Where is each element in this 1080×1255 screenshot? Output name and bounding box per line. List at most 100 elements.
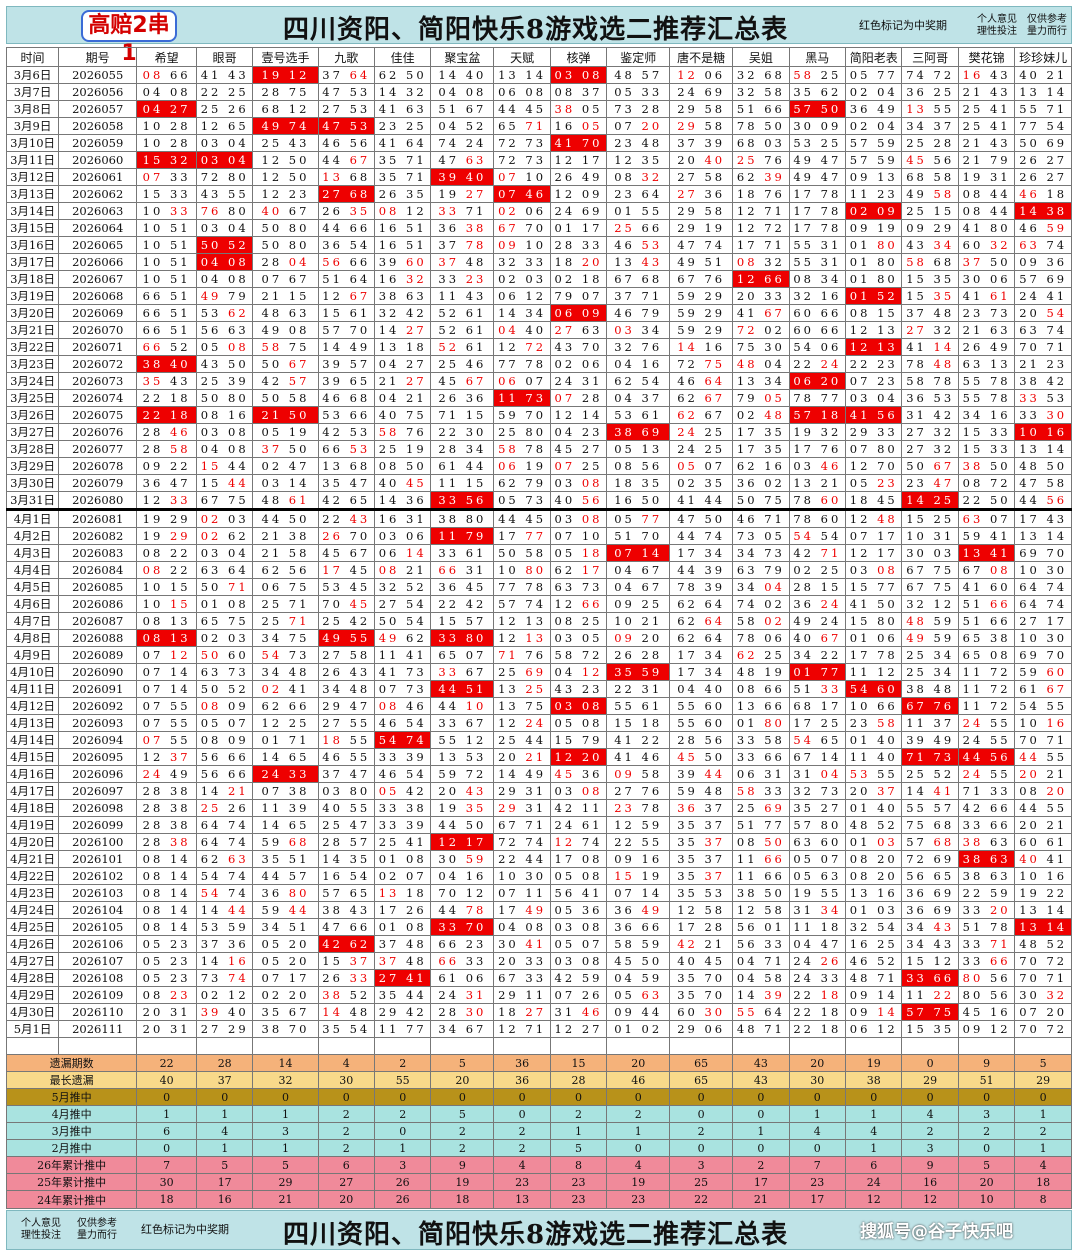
pick-cell: 02 20 xyxy=(252,986,319,1005)
pick-number: 51 xyxy=(614,529,635,544)
pick-number: 13 xyxy=(322,170,343,185)
pick-number: 20 xyxy=(498,750,519,765)
pick-cell: 21 58 xyxy=(252,544,319,563)
pick-cell: 49 47 xyxy=(788,151,847,170)
period-cell: 2026109 xyxy=(58,986,138,1005)
pick-cell: 03 08 xyxy=(549,474,608,493)
pick-cell: 71 15 xyxy=(430,406,495,425)
pick-number: 12 xyxy=(849,459,871,474)
pick-number: 45 xyxy=(877,493,898,508)
pick-number: 08 xyxy=(581,784,603,799)
stats-value: 23 xyxy=(788,1173,847,1192)
pick-number: 29 xyxy=(322,699,343,714)
pick-number: 08 xyxy=(142,869,164,884)
pick-cell: 35 71 xyxy=(373,168,432,187)
pick-number: 33 xyxy=(989,425,1011,440)
pick-number: 42 xyxy=(406,784,427,799)
pick-cell: 62 79 xyxy=(493,474,551,493)
pick-number: 39 xyxy=(704,580,726,595)
pick-number: 15 xyxy=(554,733,576,748)
pick-cell: 32 42 xyxy=(373,304,432,323)
pick-number: 03 xyxy=(261,476,283,491)
pick-cell: 37 36 xyxy=(195,935,254,954)
pick-number: 65 xyxy=(820,733,842,748)
pick-number: 67 xyxy=(465,716,487,731)
pick-cell: 26 28 xyxy=(606,646,671,665)
pick-number: 08 xyxy=(288,323,310,338)
pick-cell: 45 50 xyxy=(669,748,734,767)
pick-cell: 02 04 xyxy=(845,117,903,136)
pick-number: 68 xyxy=(906,170,927,185)
pick-number: 31 xyxy=(525,784,547,799)
pick-number: 43 xyxy=(1046,512,1068,527)
pick-number: 06 xyxy=(498,374,519,389)
pick-number: 07 xyxy=(378,682,400,697)
pick-number: 19 xyxy=(406,442,427,457)
pick-number: 06 xyxy=(849,1022,871,1037)
pick-cell: 58 02 xyxy=(732,612,790,631)
stats-value: 23 xyxy=(606,1190,671,1209)
pick-number: 58 xyxy=(525,546,547,561)
pick-number: 68 xyxy=(736,136,758,151)
pick-number: 43 xyxy=(989,68,1011,83)
stats-value: 4 xyxy=(317,1054,375,1073)
pick-cell: 72 74 xyxy=(493,833,551,852)
pick-number: 33 xyxy=(378,750,400,765)
pick-number: 38 xyxy=(906,682,927,697)
date-cell: 4月8日 xyxy=(5,629,60,648)
pick-number: 15 xyxy=(169,580,191,595)
pick-number: 34 xyxy=(465,442,487,457)
pick-number: 42 xyxy=(349,614,371,629)
pick-number: 20 xyxy=(641,631,663,646)
pick-cell: 14 21 xyxy=(195,782,254,801)
pick-number: 51 xyxy=(322,272,343,287)
pick-number: 01 xyxy=(849,801,871,816)
pick-cell: 04 21 xyxy=(373,389,432,408)
pick-number: 12 xyxy=(142,493,164,508)
pick-number: 78 xyxy=(793,512,814,527)
pick-number: 08 xyxy=(581,852,603,867)
stats-value: 16 xyxy=(195,1190,254,1209)
pick-number: 78 xyxy=(793,391,814,406)
pick-number: 11 xyxy=(525,988,547,1003)
pick-number: 72 xyxy=(677,357,698,372)
stats-value: 0 xyxy=(732,1139,790,1158)
pick-cell: 30 32 xyxy=(1014,986,1072,1005)
pick-cell: 37 64 xyxy=(317,66,375,85)
pick-cell: 40 21 xyxy=(1014,66,1072,85)
pick-number: 25 xyxy=(704,425,726,440)
pick-number: 65 xyxy=(498,119,519,134)
pick-number: 74 xyxy=(581,835,603,850)
pick-number: 19 xyxy=(764,665,785,680)
pick-number: 21 xyxy=(1046,818,1068,833)
stats-value: 2 xyxy=(493,1122,551,1141)
pick-number: 10 xyxy=(142,255,164,270)
pick-cell-hit: 11 73 xyxy=(493,389,551,408)
pick-number: 06 xyxy=(704,1022,726,1037)
pick-number: 19 xyxy=(641,869,663,884)
period-cell: 2026103 xyxy=(58,884,138,903)
pick-cell: 07 26 xyxy=(549,986,608,1005)
pick-cell: 37 48 xyxy=(430,253,495,272)
period-cell: 2026097 xyxy=(58,782,138,801)
pick-cell: 07 55 xyxy=(136,714,197,733)
pick-cell: 24 49 xyxy=(136,765,197,784)
pick-cell: 41 14 xyxy=(901,338,959,357)
pick-number: 53 xyxy=(349,442,371,457)
pick-cell: 05 08 xyxy=(549,867,608,886)
pick-cell: 07 80 xyxy=(845,440,903,459)
pick-number: 62 xyxy=(677,614,698,629)
pick-cell: 25 71 xyxy=(252,612,319,631)
pick-number: 12 xyxy=(261,187,283,202)
pick-number: 34 xyxy=(736,546,758,561)
pick-cell: 55 60 xyxy=(669,697,734,716)
pick-cell: 06 31 xyxy=(732,765,790,784)
pick-number: 09 xyxy=(820,119,842,134)
pick-number: 49 xyxy=(525,767,547,782)
pick-number: 63 xyxy=(962,357,984,372)
pick-number: 12 xyxy=(849,546,871,561)
pick-number: 16 xyxy=(554,119,576,134)
pick-cell: 74 72 xyxy=(901,66,959,85)
pick-cell: 63 74 xyxy=(1014,236,1072,255)
pick-number: 12 xyxy=(322,289,343,304)
